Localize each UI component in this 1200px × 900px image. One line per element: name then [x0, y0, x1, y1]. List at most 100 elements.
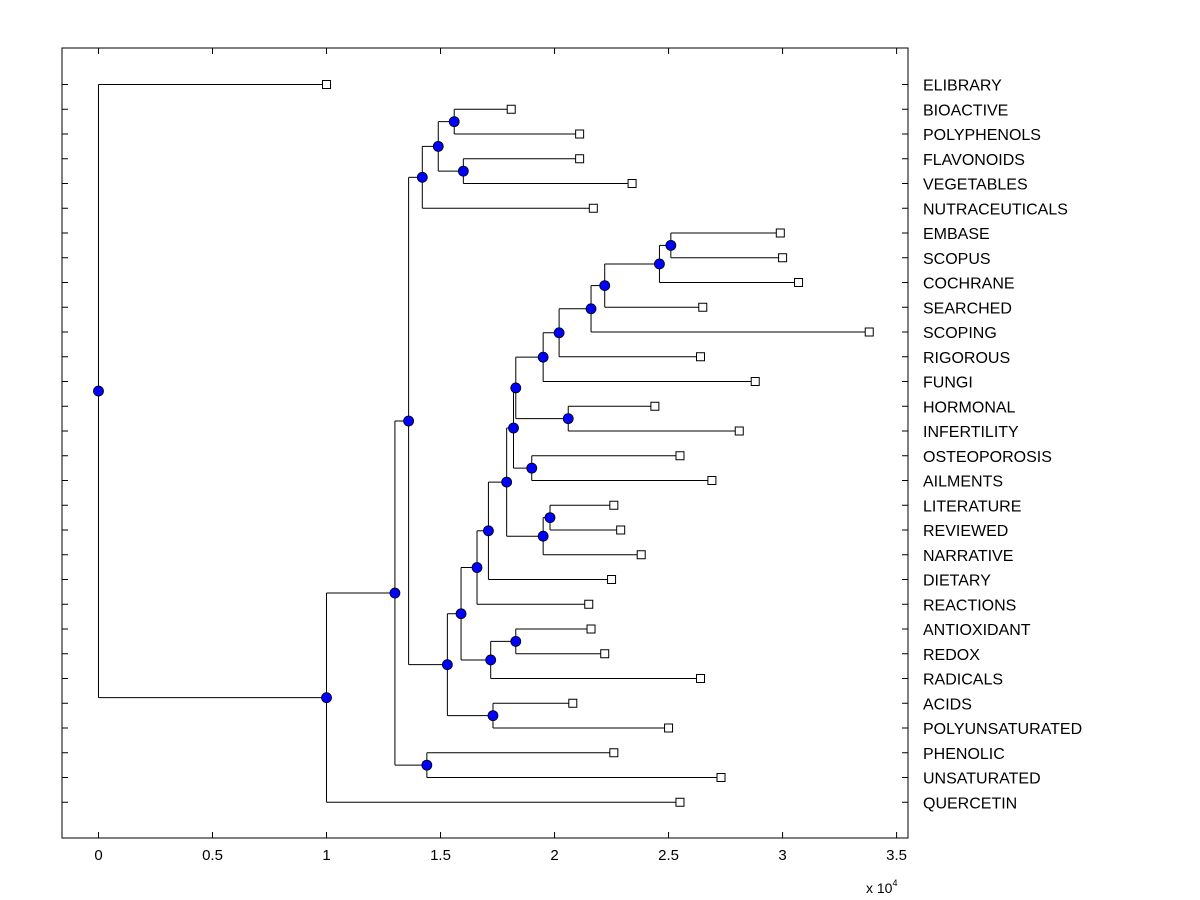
- leaf-label: ANTIOXIDANT: [923, 622, 1031, 639]
- cluster-node: [416, 171, 428, 183]
- leaf-label: ACIDS: [923, 696, 972, 713]
- x-tick-label: 1.5: [430, 847, 451, 864]
- cluster-node: [487, 710, 499, 722]
- leaf-marker: [322, 80, 332, 89]
- leaf-marker: [616, 525, 626, 535]
- leaf-labels: ELIBRARY BIOACTIVE POLYPHENOLS FLAVONOIDS VE…: [923, 78, 1082, 813]
- leaf-label: POLYUNSATURATED: [923, 721, 1082, 738]
- leaf-label: NUTRACEUTICALS: [923, 201, 1068, 218]
- leaf-label: FUNGI: [923, 375, 973, 392]
- leaf-marker: [695, 352, 705, 362]
- cluster-node: [483, 525, 494, 537]
- x-tick-label: 0.5: [202, 847, 223, 864]
- cluster-node: [321, 692, 332, 704]
- leaf-label: SCOPUS: [923, 251, 991, 268]
- x-tick-label: 1: [322, 847, 330, 864]
- leaf-label: POLYPHENOLS: [923, 127, 1041, 144]
- leaf-marker: [695, 674, 705, 683]
- leaf-label: LITERATURE: [923, 498, 1021, 515]
- leaf-label: OSTEOPOROSIS: [923, 449, 1052, 466]
- leaf-label: RADICALS: [923, 672, 1003, 689]
- cluster-node: [448, 116, 460, 128]
- leaf-tick-marks: [62, 84, 908, 803]
- dendrogram-links: [97, 84, 870, 803]
- leaf-label: REDOX: [923, 647, 980, 664]
- leaf-label: QUERCETIN: [923, 795, 1017, 812]
- cluster-node: [562, 413, 574, 425]
- x-scale-exponent: 4: [892, 878, 897, 888]
- leaf-label: AILMENTS: [923, 474, 1003, 491]
- cluster-node: [544, 512, 556, 524]
- leaf-label: SEARCHED: [923, 300, 1012, 317]
- leaf-label: DIETARY: [923, 573, 991, 590]
- cluster-node: [510, 382, 522, 394]
- x-tick-label: 2.5: [658, 847, 679, 864]
- leaf-marker: [750, 377, 760, 386]
- cluster-node: [553, 327, 565, 339]
- leaf-label: UNSATURATED: [923, 771, 1041, 788]
- leaf-label: EMBASE: [923, 226, 990, 243]
- leaf-marker: [627, 179, 637, 188]
- leaf-label: COCHRANE: [923, 276, 1015, 293]
- leaf-marker: [864, 327, 874, 337]
- cluster-node: [526, 462, 538, 474]
- leaf-marker: [609, 748, 619, 758]
- cluster-node-markers: [93, 116, 677, 771]
- leaf-marker: [794, 278, 804, 287]
- cluster-node: [485, 654, 497, 666]
- leaf-label: PHENOLIC: [923, 746, 1005, 763]
- leaf-marker: [650, 401, 660, 411]
- cluster-node: [455, 608, 467, 620]
- cluster-node: [537, 351, 549, 363]
- leaf-marker: [778, 253, 788, 263]
- leaf-marker: [575, 129, 585, 139]
- x-scale-label: x 10: [866, 880, 893, 896]
- leaf-label: FLAVONOIDS: [923, 152, 1025, 169]
- leaf-markers: [322, 80, 874, 807]
- cluster-node: [654, 258, 665, 270]
- cluster-node: [389, 587, 401, 599]
- leaf-marker: [506, 104, 516, 114]
- leaf-marker: [675, 451, 685, 461]
- cluster-node: [403, 415, 415, 427]
- cluster-node: [665, 239, 677, 251]
- leaf-marker: [607, 575, 617, 584]
- leaf-marker: [609, 500, 619, 510]
- leaf-marker: [775, 228, 785, 238]
- leaf-marker: [707, 476, 717, 485]
- leaf-label: NARRATIVE: [923, 548, 1013, 565]
- cluster-node: [599, 280, 611, 291]
- cluster-node: [537, 530, 549, 542]
- x-scale-factor: x 104: [866, 878, 897, 896]
- leaf-label: RIGOROUS: [923, 350, 1010, 367]
- leaf-label: ELIBRARY: [923, 78, 1002, 95]
- cluster-node: [93, 385, 104, 397]
- leaf-label: VEGETABLES: [923, 177, 1028, 194]
- plot-frame: [61, 47, 909, 839]
- leaf-marker: [575, 154, 585, 164]
- cluster-node: [441, 659, 453, 671]
- leaf-marker: [675, 797, 685, 807]
- x-tick-label: 2: [550, 847, 558, 864]
- leaf-label: BIOACTIVE: [923, 102, 1008, 119]
- x-axis: 0 0.5 1 1.5 2 2.5 3 3.5: [94, 48, 907, 864]
- cluster-node: [585, 303, 597, 315]
- leaf-marker: [586, 624, 596, 634]
- cluster-node: [432, 140, 444, 152]
- cluster-node: [508, 422, 519, 434]
- x-tick-label: 3: [778, 847, 786, 864]
- leaf-marker: [698, 302, 708, 312]
- leaf-label: SCOPING: [923, 325, 997, 342]
- cluster-node: [421, 759, 433, 771]
- leaf-marker: [568, 698, 578, 708]
- cluster-node: [510, 635, 522, 647]
- leaf-label: INFERTILITY: [923, 424, 1019, 441]
- leaf-label: REVIEWED: [923, 523, 1008, 540]
- cluster-node: [471, 562, 483, 573]
- leaf-marker: [584, 599, 594, 609]
- leaf-marker: [636, 550, 646, 560]
- x-tick-label: 0: [94, 847, 102, 864]
- leaf-label: HORMONAL: [923, 399, 1016, 416]
- leaf-label: REACTIONS: [923, 597, 1016, 614]
